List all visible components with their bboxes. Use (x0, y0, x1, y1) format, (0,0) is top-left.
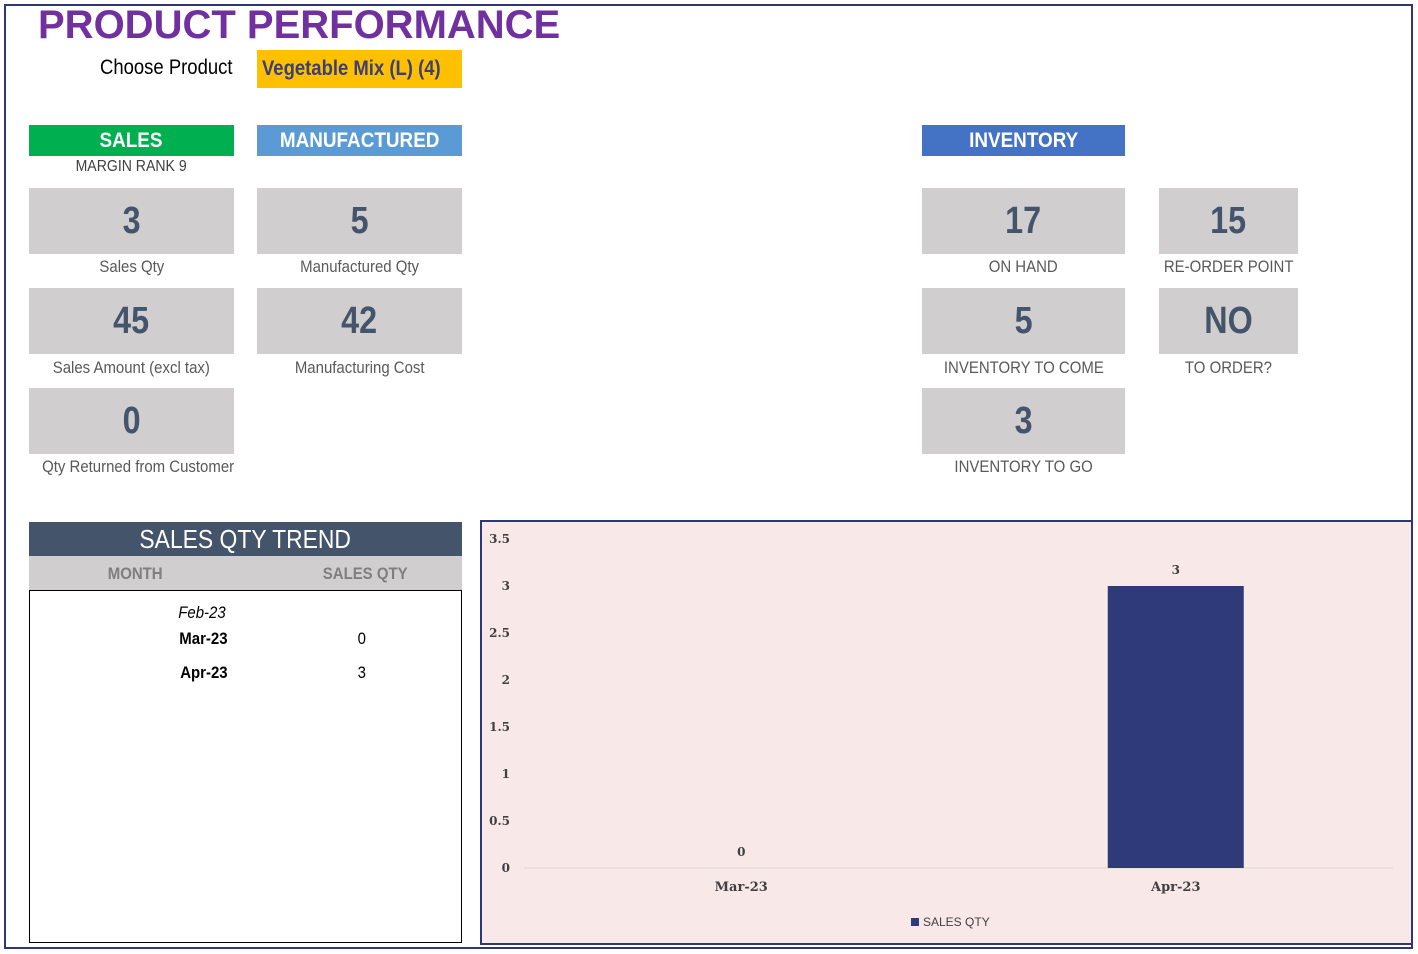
trend-column-headers: MONTH SALES QTY (29, 556, 462, 590)
to-order-label: TO ORDER? (1184, 358, 1273, 377)
inventory-to-go-label: INVENTORY TO GO (954, 457, 1093, 476)
x-tick-label: Apr-23 (1150, 880, 1201, 895)
manufacturing-cost-value: 42 (257, 288, 462, 354)
manufactured-header: MANUFACTURED (257, 125, 462, 156)
legend-label: SALES QTY (923, 915, 990, 929)
sales-header: SALES (29, 125, 234, 156)
product-select-value: Vegetable Mix (L) (4) (262, 57, 441, 80)
inventory-to-go-value: 3 (922, 388, 1125, 454)
product-select[interactable]: Vegetable Mix (L) (4) (257, 50, 462, 88)
sales-qty-chart: 0 0.5 1 1.5 2 2.5 3 3.5 0 Mar-23 3 Apr-23 SALES QTY (480, 520, 1413, 945)
trend-table: Feb-23 Mar-23 0 Apr-23 3 (29, 590, 462, 943)
sales-qty-column-header: SALES QTY (322, 564, 408, 583)
manufactured-qty-value: 5 (257, 188, 462, 254)
inventory-to-come-value: 5 (922, 288, 1125, 354)
qty-returned-value: 0 (29, 388, 234, 454)
sales-qty-value: 3 (29, 188, 234, 254)
manufactured-qty-label: Manufactured Qty (300, 257, 419, 276)
inventory-header: INVENTORY (922, 125, 1125, 156)
sales-amount-label: Sales Amount (excl tax) (52, 358, 211, 377)
trend-row-month: Apr-23 (180, 663, 228, 682)
y-tick-label: 1 (502, 767, 510, 781)
chart-svg: 0 0.5 1 1.5 2 2.5 3 3.5 0 Mar-23 3 Apr-23 SALES QTY (489, 532, 1393, 929)
y-tick-label: 3 (502, 579, 510, 593)
manufacturing-cost-label: Manufacturing Cost (294, 358, 425, 377)
to-order-value: NO (1159, 288, 1298, 354)
legend-swatch (911, 918, 919, 926)
y-tick-label: 0 (502, 861, 510, 875)
page-title: PRODUCT PERFORMANCE (38, 3, 561, 47)
reorder-point-label: RE-ORDER POINT (1163, 257, 1294, 276)
sales-qty-label: Sales Qty (99, 257, 164, 276)
y-tick-label: 0.5 (489, 814, 510, 828)
y-tick-label: 2.5 (489, 626, 510, 640)
inventory-to-come-label: INVENTORY TO COME (943, 358, 1104, 377)
qty-returned-label: Qty Returned from Customer (42, 457, 235, 476)
bar (1107, 586, 1244, 868)
x-tick-label: Mar-23 (715, 880, 768, 895)
trend-header: SALES QTY TREND (29, 522, 462, 556)
y-tick-label: 1.5 (489, 720, 510, 734)
trend-row-qty: 3 (357, 663, 367, 682)
trend-row-qty: 0 (357, 629, 367, 648)
margin-rank: MARGIN RANK 9 (75, 158, 188, 175)
reorder-point-value: 15 (1159, 188, 1298, 254)
choose-product-label: Choose Product (100, 56, 233, 79)
on-hand-value: 17 (922, 188, 1125, 254)
dashboard-frame (4, 4, 1413, 949)
y-tick-label: 3.5 (489, 532, 510, 546)
month-column-header: MONTH (107, 564, 163, 583)
on-hand-label: ON HAND (989, 257, 1058, 276)
y-tick-label: 2 (502, 673, 510, 687)
data-label: 3 (1172, 563, 1180, 577)
data-label: 0 (737, 845, 745, 859)
trend-row-month: Feb-23 (178, 603, 226, 622)
trend-row-month: Mar-23 (179, 629, 228, 648)
sales-amount-value: 45 (29, 288, 234, 354)
